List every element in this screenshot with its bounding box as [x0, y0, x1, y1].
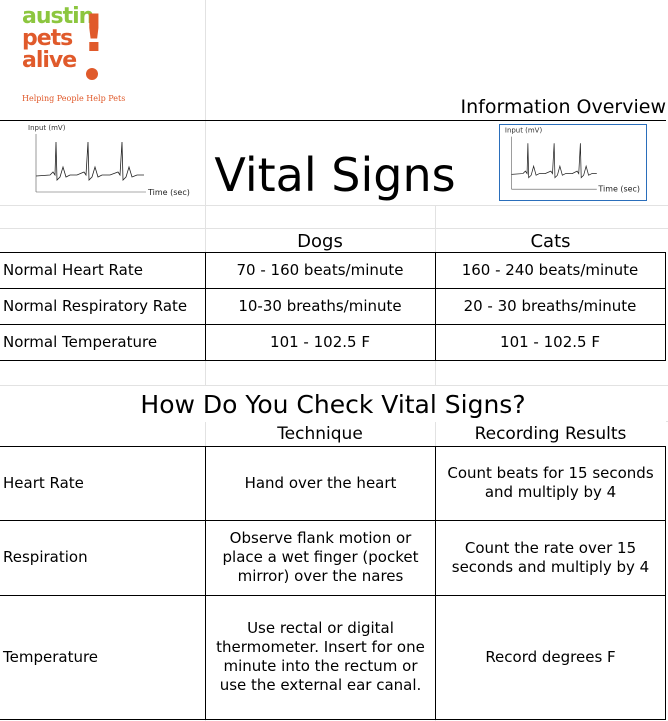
paw-icon — [86, 68, 98, 80]
border — [0, 520, 666, 521]
border — [0, 595, 666, 596]
row-label: Normal Heart Rate — [3, 260, 143, 279]
gridline — [0, 205, 668, 206]
border — [0, 324, 666, 325]
cell-dogs: 10-30 breaths/minute — [238, 296, 402, 315]
overview-label: Information Overview — [460, 95, 666, 118]
ecg-ylabel: Input (mV) — [28, 124, 66, 132]
border — [0, 719, 666, 720]
border — [665, 446, 666, 720]
border — [0, 252, 666, 253]
ecg-ylabel: Input (mV) — [505, 127, 543, 135]
cell-dogs: 101 - 102.5 F — [270, 332, 370, 351]
logo: austin pets alive ! Helping People Help … — [20, 4, 125, 106]
cell-cats: 101 - 102.5 F — [500, 332, 600, 351]
logo-text: pets — [22, 26, 73, 51]
logo-exclaim: ! — [82, 4, 106, 64]
logo-text: alive — [22, 48, 77, 73]
border — [0, 360, 666, 361]
divider — [0, 120, 666, 121]
ecg-image-left: Input (mV) Time (sec) — [28, 124, 190, 197]
border — [205, 252, 206, 360]
cell-result: Count beats for 15 seconds and multiply … — [447, 464, 654, 501]
col-header-cats: Cats — [530, 230, 571, 252]
border — [0, 288, 666, 289]
logo-text: austin — [22, 4, 94, 29]
logo-tagline: Helping People Help Pets — [22, 94, 126, 103]
col-header-dogs: Dogs — [297, 230, 343, 252]
cell-technique: Observe flank motion or place a wet fing… — [222, 529, 419, 585]
cell-result: Count the rate over 15 seconds and multi… — [451, 538, 650, 576]
cell-cats: 20 - 30 breaths/minute — [463, 296, 637, 315]
ecg-image-right: Input (mV) Time (sec) — [505, 127, 640, 194]
row-label: Respiration — [3, 548, 88, 566]
row-label: Normal Temperature — [3, 332, 158, 351]
row-label: Temperature — [3, 647, 99, 666]
col-header-results: Recording Results — [474, 423, 627, 444]
page-title: Vital Signs — [214, 147, 456, 202]
border — [0, 446, 666, 447]
row-label: Normal Respiratory Rate — [3, 296, 188, 315]
border — [205, 446, 206, 720]
ecg-xlabel: Time (sec) — [147, 188, 190, 197]
cell-technique: Use rectal or digital thermometer. Inser… — [216, 619, 425, 694]
border — [435, 446, 436, 720]
border — [435, 252, 436, 360]
ecg-xlabel: Time (sec) — [597, 185, 640, 194]
cell-dogs: 70 - 160 beats/minute — [236, 260, 404, 279]
row-label: Heart Rate — [3, 473, 84, 492]
border — [665, 252, 666, 360]
ecg-image-right-frame[interactable] — [499, 124, 647, 201]
cell-cats: 160 - 240 beats/minute — [461, 260, 639, 279]
gridline — [0, 385, 668, 386]
cell-technique: Hand over the heart — [244, 473, 397, 492]
section-title: How Do You Check Vital Signs? — [0, 386, 666, 422]
col-header-technique: Technique — [277, 423, 363, 444]
cell-result: Record degrees F — [485, 647, 616, 666]
gridline — [0, 228, 668, 229]
